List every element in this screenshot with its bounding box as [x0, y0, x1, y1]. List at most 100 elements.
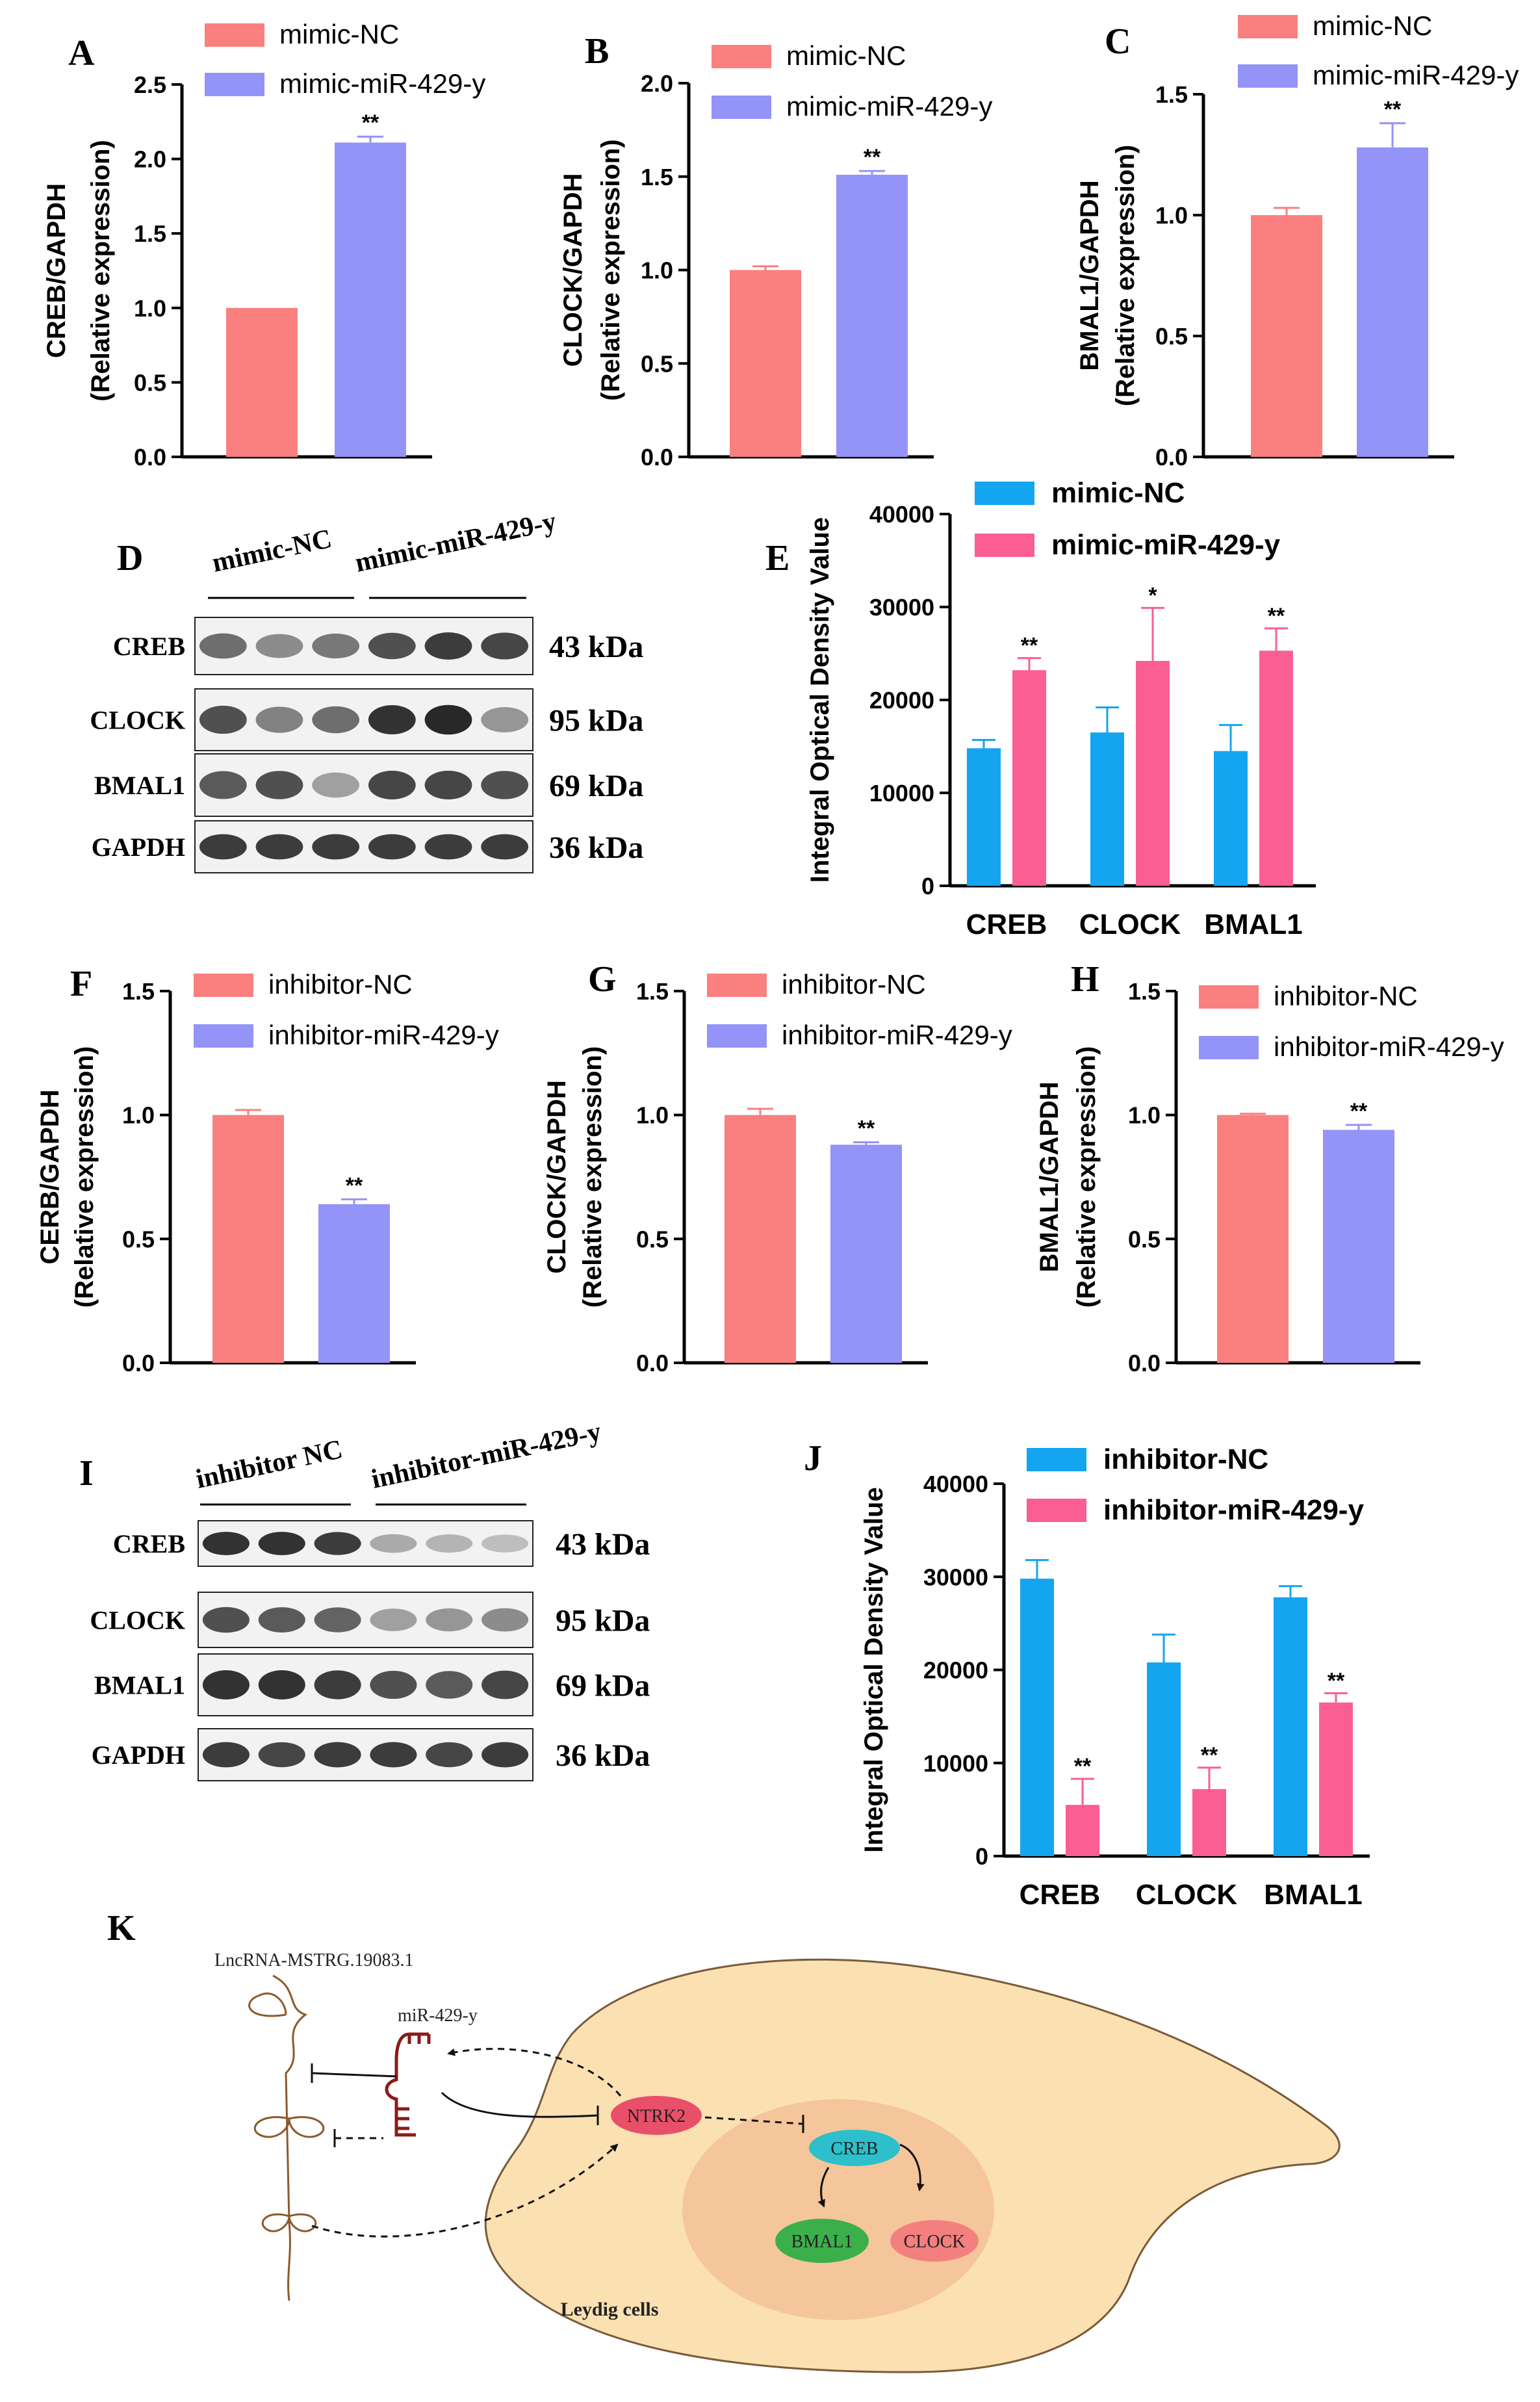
- blot-band: [255, 771, 303, 799]
- significance-mark: **: [1268, 604, 1285, 628]
- lncrna-structure: [248, 1974, 325, 2301]
- significance-mark: *: [1148, 583, 1157, 608]
- bar-bmal1-nc: [1274, 1597, 1307, 1856]
- y-tick-label: 0.5: [122, 1226, 155, 1252]
- bar-treatment: [830, 1144, 902, 1363]
- blot-band: [255, 706, 303, 733]
- legend-swatch: [975, 534, 1034, 557]
- y-tick-label: 0.0: [122, 1350, 155, 1376]
- significance-mark: **: [1350, 1099, 1368, 1124]
- bar-creb-nc: [1020, 1579, 1054, 1856]
- y-tick-label: 0.5: [1128, 1226, 1161, 1252]
- y-tick-label: 1.5: [636, 978, 669, 1005]
- legend-label: mimic-miR-429-y: [786, 91, 992, 122]
- chart-panel-c: 0.0 0.5 1.0 1.5 BMAL1/GAPDH (Relative express…: [1075, 10, 1519, 471]
- blot-band: [258, 1532, 305, 1555]
- blot-band: [312, 706, 360, 734]
- legend-label: inhibitor-miR-429-y: [268, 1020, 499, 1050]
- y-tick-label: 2.5: [134, 71, 166, 98]
- blot-strip-creb: [194, 617, 533, 675]
- y-tick-label: 0.0: [1128, 1350, 1161, 1376]
- legend-swatch: [712, 45, 771, 68]
- legend-swatch: [194, 974, 253, 997]
- chart-panel-f: 0.0 0.5 1.0 1.5 CERB/GAPDH (Relative expressi…: [36, 969, 499, 1376]
- significance-mark: **: [1328, 1668, 1345, 1693]
- legend-swatch: [707, 974, 767, 997]
- blot-kda-label: 36 kDa: [549, 831, 643, 865]
- y-tick-label: 1.5: [1128, 978, 1161, 1005]
- legend-label: inhibitor-miR-429-y: [1274, 1031, 1504, 1062]
- legend-swatch: [1199, 985, 1259, 1009]
- blot-strip-bmal1: [194, 753, 533, 817]
- y-tick-label: 20000: [869, 687, 934, 714]
- x-category-label: CREB: [1020, 1879, 1101, 1911]
- western-blot-panel-i: inhibitor NC inhibitor-miR-429-y CREB 43 kD…: [90, 1417, 650, 1781]
- blot-band: [199, 834, 247, 860]
- legend-swatch: [1238, 15, 1298, 38]
- bar-nc: [212, 1115, 284, 1363]
- panel-letter-h: H: [1071, 959, 1099, 1000]
- y-tick-label: 1.5: [1155, 81, 1188, 108]
- legend-swatch: [1238, 64, 1298, 88]
- y-tick-label: 0: [921, 873, 934, 899]
- blot-band: [199, 771, 247, 799]
- y-axis-title: CERB/GAPDH: [36, 1090, 64, 1265]
- y-tick-label: 10000: [923, 1750, 988, 1777]
- bar-creb-treatment: [1066, 1805, 1099, 1856]
- y-tick-label: 1.5: [641, 164, 673, 190]
- blot-band: [426, 1671, 473, 1699]
- bar-creb-treatment: [1012, 670, 1046, 886]
- panel-letter-k: K: [107, 1908, 136, 1948]
- significance-mark: **: [858, 1117, 875, 1141]
- legend-label: mimic-miR-429-y: [279, 68, 485, 99]
- blot-band: [481, 834, 529, 860]
- blot-kda-label: 69 kDa: [549, 769, 643, 803]
- y-tick-label: 10000: [869, 780, 934, 807]
- leydig-cells-label: Leydig cells: [561, 2299, 659, 2320]
- y-axis-title: Integral Optical Density Value: [806, 517, 834, 883]
- y-axis-subtitle: (Relative expression): [86, 140, 115, 401]
- lncrna-label: LncRNA-MSTRG.19083.1: [214, 1950, 413, 1970]
- blot-row-label: BMAL1: [94, 1671, 185, 1700]
- significance-mark: **: [1384, 97, 1402, 122]
- panel-letter-g: G: [588, 959, 617, 1000]
- x-category-label: CLOCK: [1079, 909, 1181, 940]
- panel-letter-b: B: [585, 31, 609, 71]
- blot-group-label-nc: inhibitor NC: [194, 1434, 346, 1495]
- inhibit-ntrk2-creb: [704, 2116, 803, 2125]
- blot-band: [255, 634, 303, 658]
- blot-band: [368, 834, 416, 860]
- y-tick-label: 0.5: [641, 350, 673, 377]
- legend-swatch: [1027, 1499, 1086, 1522]
- blot-row-label: CREB: [113, 1529, 185, 1558]
- blot-band: [202, 1532, 250, 1555]
- clock-node: [890, 2220, 979, 2262]
- panel-letter-e: E: [765, 538, 789, 578]
- legend-label: inhibitor-NC: [268, 969, 413, 1000]
- y-axis-title: BMAL1/GAPDH: [1035, 1081, 1064, 1272]
- x-category-label: CREB: [966, 909, 1047, 940]
- y-tick-label: 40000: [869, 501, 934, 528]
- y-tick-label: 0.0: [641, 444, 673, 471]
- blot-band: [314, 1670, 361, 1699]
- legend-label: inhibitor-NC: [782, 969, 926, 1000]
- blot-band: [424, 834, 472, 860]
- blot-row-label: CLOCK: [90, 706, 185, 735]
- blot-strip-clock: [194, 688, 533, 751]
- significance-mark: **: [346, 1173, 363, 1198]
- y-tick-label: 0: [975, 1843, 988, 1870]
- y-tick-label: 30000: [869, 594, 934, 621]
- legend-swatch: [194, 1024, 253, 1048]
- blot-band: [199, 705, 247, 734]
- blot-strip-clock: [198, 1592, 533, 1648]
- blot-band: [258, 1742, 305, 1768]
- y-axis-title: CLOCK/GAPDH: [559, 174, 587, 367]
- clock-label: CLOCK: [904, 2232, 966, 2252]
- ntrk2-label: NTRK2: [627, 2106, 686, 2126]
- bar-creb-nc: [967, 748, 1001, 886]
- blot-group-label-treatment: inhibitor-miR-429-y: [369, 1417, 604, 1495]
- blot-band: [424, 704, 472, 735]
- y-tick-label: 1.0: [1155, 202, 1188, 229]
- panel-letter-d: D: [117, 538, 143, 578]
